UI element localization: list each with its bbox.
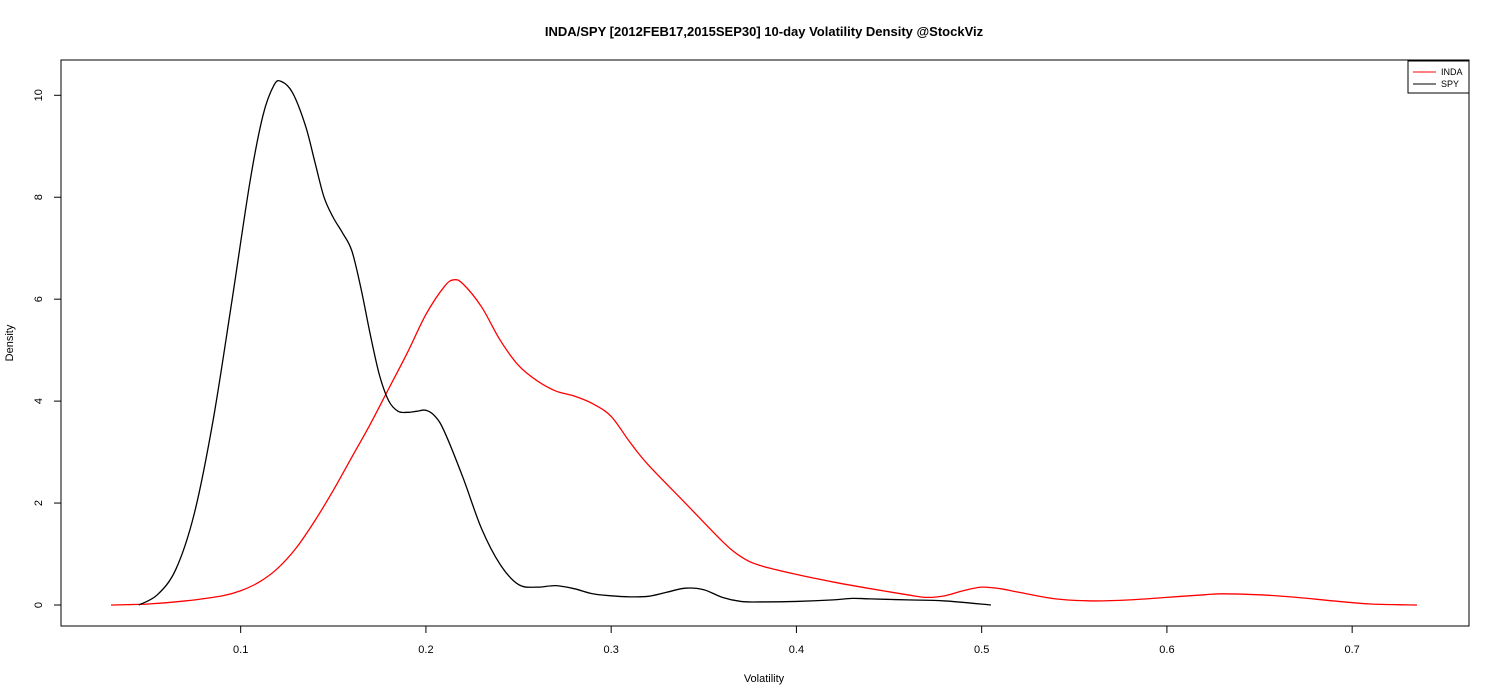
x-axis: 0.1 0.2 0.3 0.4 0.5 0.6 0.7 (233, 625, 1360, 656)
y-tick-label: 2 (33, 500, 45, 506)
series-line-spy (138, 79, 991, 606)
y-tick-label: 6 (33, 296, 45, 302)
legend-box (1407, 60, 1470, 94)
series-line-inda (110, 278, 1418, 606)
y-axis-label: Density (4, 324, 16, 361)
x-axis-label: Volatility (744, 673, 785, 685)
legend-label-spy: SPY (1441, 79, 1459, 89)
y-tick-label: 8 (33, 194, 45, 200)
legend-label-inda: INDA (1441, 67, 1463, 77)
plot-box (60, 59, 1470, 627)
x-tick-label: 0.2 (418, 644, 433, 656)
x-tick-label: 0.5 (974, 644, 989, 656)
y-tick-label: 10 (33, 89, 45, 101)
y-axis: 0 2 4 6 8 10 (33, 89, 62, 608)
x-tick-label: 0.4 (789, 644, 804, 656)
series-layer (110, 79, 1418, 606)
chart-title: INDA/SPY [2012FEB17,2015SEP30] 10-day Vo… (545, 24, 984, 39)
x-tick-label: 0.1 (233, 644, 248, 656)
y-tick-label: 4 (33, 398, 45, 404)
x-tick-label: 0.6 (1159, 644, 1174, 656)
legend: INDA SPY (1407, 60, 1470, 94)
y-tick-label: 0 (33, 602, 45, 608)
x-tick-label: 0.3 (604, 644, 619, 656)
x-tick-label: 0.7 (1345, 644, 1360, 656)
